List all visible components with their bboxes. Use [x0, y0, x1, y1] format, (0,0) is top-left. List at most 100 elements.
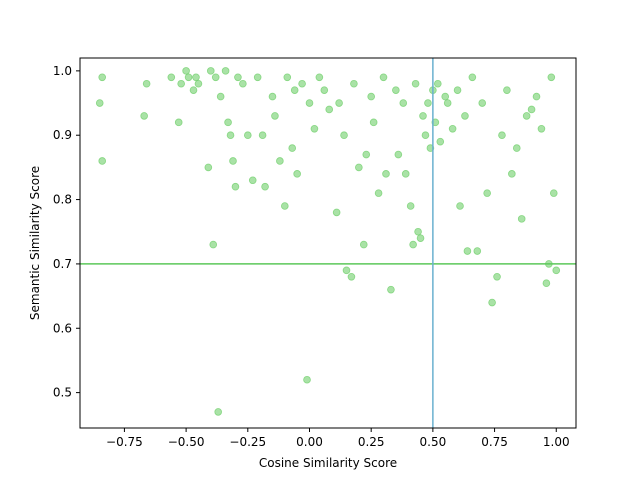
- data-point: [281, 202, 289, 210]
- data-point: [542, 279, 551, 288]
- data-point: [211, 73, 220, 82]
- data-point: [234, 73, 242, 82]
- data-point: [456, 202, 464, 210]
- data-point: [416, 234, 425, 242]
- data-point: [288, 144, 297, 152]
- data-point: [142, 79, 151, 88]
- data-point: [498, 131, 506, 140]
- data-point: [340, 131, 348, 140]
- data-point: [276, 157, 284, 165]
- data-point: [419, 112, 427, 120]
- data-point: [411, 79, 420, 88]
- data-point: [229, 157, 237, 165]
- data-point: [367, 92, 375, 101]
- data-point: [224, 118, 232, 127]
- data-point: [167, 73, 176, 82]
- y-tick-label: 0.8: [53, 193, 72, 207]
- data-point: [320, 86, 329, 94]
- y-tick-label: 0.7: [53, 257, 72, 271]
- data-point: [369, 118, 378, 127]
- x-tick-label: −0.25: [229, 435, 266, 449]
- data-point: [453, 86, 462, 94]
- data-point: [448, 124, 457, 133]
- data-point: [189, 86, 198, 94]
- x-tick-label: 0.00: [296, 435, 323, 449]
- data-point: [325, 105, 334, 114]
- y-tick-label: 1.0: [53, 64, 72, 78]
- data-point: [332, 208, 341, 217]
- data-point: [421, 131, 430, 140]
- data-point: [387, 285, 395, 294]
- data-point: [335, 99, 343, 107]
- data-point: [522, 112, 531, 120]
- data-point: [315, 73, 324, 82]
- data-point: [347, 272, 356, 281]
- x-axis-ticks: −0.75 −0.50 −0.25 0.00 0.25 0.50 0.75 1.00: [106, 428, 570, 449]
- data-point: [298, 79, 306, 88]
- data-point: [549, 189, 558, 197]
- data-point: [293, 170, 301, 178]
- data-point: [473, 247, 482, 255]
- data-point: [261, 182, 269, 191]
- x-tick-label: 1.00: [543, 435, 570, 449]
- data-point: [434, 79, 442, 88]
- data-point: [140, 112, 148, 120]
- data-point: [283, 73, 292, 82]
- data-point: [431, 118, 440, 127]
- data-point: [290, 86, 299, 94]
- data-point: [483, 189, 491, 197]
- data-point: [350, 79, 358, 88]
- y-tick-label: 0.5: [53, 386, 72, 400]
- data-point: [493, 272, 501, 281]
- data-point: [426, 144, 435, 152]
- data-point: [537, 124, 546, 133]
- points-layer: [95, 67, 561, 416]
- data-point: [271, 112, 279, 120]
- x-tick-label: −0.75: [106, 435, 143, 449]
- data-point: [392, 86, 400, 94]
- data-point: [209, 240, 218, 249]
- data-point: [468, 73, 477, 82]
- data-point: [414, 227, 422, 236]
- data-point: [182, 67, 190, 75]
- data-point: [206, 67, 215, 75]
- data-point: [382, 170, 390, 178]
- y-axis-label: Semantic Similarity Score: [28, 166, 42, 320]
- data-point: [98, 73, 107, 82]
- data-point: [174, 118, 183, 127]
- data-point: [221, 67, 230, 75]
- data-point: [399, 99, 408, 107]
- data-point: [424, 99, 432, 107]
- data-point: [463, 247, 472, 255]
- x-tick-label: 0.25: [358, 435, 385, 449]
- data-point: [216, 92, 225, 101]
- data-point: [248, 176, 257, 185]
- data-point: [98, 157, 107, 165]
- data-point: [441, 92, 450, 101]
- data-point: [239, 79, 247, 88]
- data-point: [192, 73, 200, 82]
- data-point: [244, 131, 252, 140]
- data-point: [268, 92, 277, 101]
- data-point: [508, 170, 516, 178]
- data-point: [305, 99, 314, 107]
- plot-frame: [79, 57, 577, 429]
- data-point: [194, 79, 203, 88]
- data-point: [362, 150, 371, 159]
- reference-lines: [80, 58, 576, 428]
- data-point: [258, 131, 267, 140]
- data-point: [401, 170, 410, 178]
- data-point: [503, 86, 511, 94]
- data-point: [478, 99, 487, 107]
- data-point: [226, 131, 235, 140]
- data-point: [552, 266, 561, 275]
- data-point: [231, 182, 240, 191]
- data-point: [436, 137, 445, 146]
- y-tick-label: 0.6: [53, 321, 72, 335]
- data-point: [204, 163, 213, 172]
- data-point: [527, 105, 536, 114]
- data-point: [342, 266, 351, 275]
- data-point: [394, 150, 403, 159]
